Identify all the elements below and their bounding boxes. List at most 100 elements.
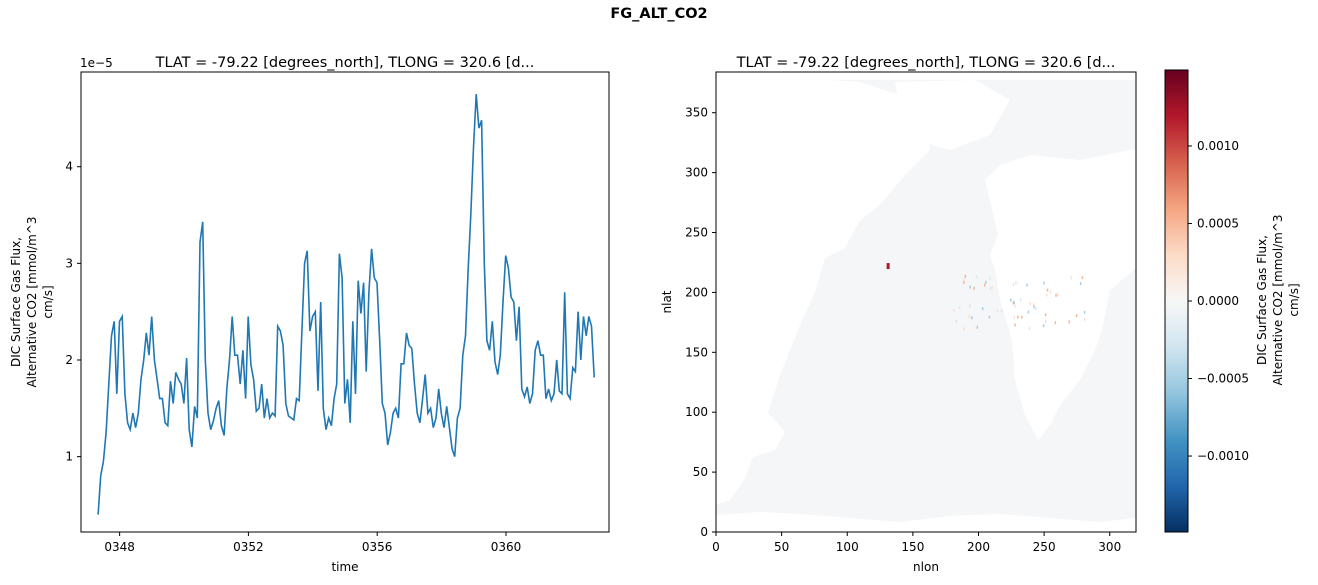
map-x-axis-label: nlon — [913, 560, 939, 574]
flux-speck — [1010, 298, 1012, 302]
y-tick-label: 4 — [65, 160, 73, 174]
line-x-ticks: 0348 0352 0356 0360 — [104, 532, 521, 554]
flux-speck — [1035, 306, 1037, 310]
colorbar-gradient — [1164, 69, 1189, 533]
flux-speck — [963, 327, 966, 331]
flux-speck — [1056, 293, 1059, 297]
line-y-axis-label: DIC Surface Gas Flux, Alternative CO2 [m… — [9, 216, 55, 387]
map-x-tick-label: 50 — [774, 540, 789, 554]
heatmap-title: TLAT = -79.22 [degrees_north], TLONG = 3… — [736, 55, 1116, 71]
flux-speck — [1049, 290, 1052, 294]
flux-speck — [1029, 302, 1031, 306]
flux-speck — [955, 320, 958, 324]
flux-speck — [1043, 281, 1045, 285]
land-greenland — [895, 80, 1010, 150]
colorbar-label-line-3: cm/s] — [1287, 283, 1301, 316]
flux-speck — [1044, 319, 1047, 323]
land-africa-eurasia — [985, 150, 1136, 440]
flux-speck — [963, 280, 965, 284]
flux-speck — [1033, 306, 1035, 310]
line-y-axis-label-line-3: cm/s] — [41, 285, 55, 318]
map-y-tick-label: 350 — [685, 106, 708, 120]
flux-speck — [1042, 324, 1045, 328]
flux-speck — [1027, 310, 1030, 314]
flux-speck — [963, 278, 965, 282]
flux-hot-spot — [886, 263, 890, 270]
flux-speck — [1055, 293, 1057, 297]
map-x-ticks: 0 50 100 150 200 250 300 — [712, 532, 1121, 554]
heatmap-field — [716, 72, 1136, 532]
map-y-axis-label: nlat — [660, 290, 674, 313]
flux-speck — [1013, 315, 1016, 319]
colorbar-tick-label: −0.0010 — [1197, 449, 1249, 463]
flux-speck — [958, 306, 961, 310]
line-chart: TLAT = -79.22 [degrees_north], TLONG = 3… — [9, 55, 610, 574]
flux-speck — [1083, 318, 1086, 322]
flux-speck — [1033, 303, 1035, 307]
flux-speck — [1079, 281, 1082, 285]
flux-speck — [1015, 281, 1017, 285]
x-tick-label: 0348 — [104, 540, 135, 554]
flux-speck — [964, 274, 967, 278]
y-tick-label: 2 — [65, 353, 73, 367]
line-y-ticks: 1 2 3 4 — [65, 160, 81, 464]
colorbar-tick-label: 0.0005 — [1197, 216, 1239, 230]
colorbar-label-line-1: DIC Surface Gas Flux, — [1255, 235, 1269, 365]
map-y-tick-label: 200 — [685, 285, 708, 299]
line-y-axis-label-line-2: Alternative CO2 [mmol/m^3 — [25, 216, 39, 387]
flux-speck — [991, 286, 993, 290]
heatmap-frame — [715, 71, 1137, 533]
flux-speck — [975, 326, 977, 330]
y-tick-label: 1 — [65, 450, 73, 464]
flux-speck — [1014, 323, 1016, 327]
flux-speck — [1054, 321, 1057, 325]
x-tick-label: 0360 — [491, 540, 522, 554]
line-plot-frame — [80, 71, 610, 533]
map-x-tick-label: 300 — [1098, 540, 1121, 554]
flux-speck — [1028, 327, 1031, 331]
flux-speck — [1012, 283, 1015, 287]
colorbar-label: DIC Surface Gas Flux, Alternative CO2 [m… — [1255, 214, 1301, 385]
map-x-tick-label: 100 — [836, 540, 859, 554]
colorbar-tick-label: 0.0010 — [1197, 139, 1239, 153]
map-y-tick-label: 250 — [685, 226, 708, 240]
flux-speck — [983, 283, 986, 287]
colorbar-tick-label: 0.0000 — [1197, 294, 1239, 308]
map-x-tick-label: 250 — [1033, 540, 1056, 554]
flux-speck — [1020, 315, 1023, 319]
land-top-margin — [716, 72, 1136, 80]
flux-speck — [1081, 276, 1084, 280]
flux-speck — [989, 287, 992, 291]
flux-speck — [1026, 283, 1028, 287]
flux-speck — [976, 325, 979, 329]
land-antarctica — [716, 512, 1136, 532]
colorbar-ticks: 0.0010 0.0005 0.0000 −0.0005 −0.0010 — [1188, 139, 1249, 463]
flux-speck — [968, 304, 971, 308]
heatmap-chart: TLAT = -79.22 [degrees_north], TLONG = 3… — [660, 55, 1137, 574]
colorbar-tick-label: −0.0005 — [1197, 372, 1249, 386]
flux-speck — [1017, 315, 1019, 319]
series-line — [97, 94, 595, 515]
colorbar-label-line-2: Alternative CO2 [mmol/m^3 — [1271, 214, 1285, 385]
y-tick-label: 3 — [65, 256, 73, 270]
map-y-tick-label: 300 — [685, 166, 708, 180]
map-y-tick-label: 0 — [700, 525, 708, 539]
flux-speck — [1075, 314, 1078, 318]
flux-speck — [969, 285, 971, 289]
map-x-tick-label: 0 — [712, 540, 720, 554]
flux-speck — [996, 309, 999, 313]
flux-speck — [973, 286, 975, 290]
map-y-tick-label: 100 — [685, 405, 708, 419]
x-tick-label: 0352 — [233, 540, 264, 554]
figure-suptitle: FG_ALT_CO2 — [610, 6, 708, 22]
land-australia — [716, 408, 785, 458]
flux-speck — [1046, 288, 1049, 292]
flux-speck — [1000, 309, 1003, 313]
flux-speck — [1014, 304, 1016, 308]
flux-speck — [1046, 293, 1048, 297]
flux-speck — [988, 315, 991, 319]
flux-speck — [1044, 313, 1047, 317]
flux-speck — [1068, 320, 1070, 324]
flux-speck — [981, 307, 984, 311]
